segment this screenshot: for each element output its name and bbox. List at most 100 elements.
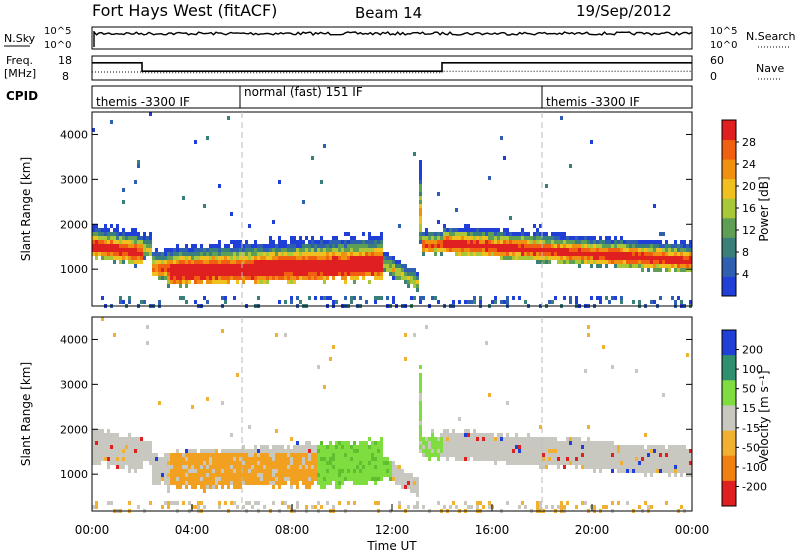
heatmap-cell — [239, 272, 242, 276]
heatmap-cell — [143, 445, 146, 449]
heatmap-cell — [581, 240, 584, 244]
heatmap-cell — [323, 248, 326, 252]
heatmap-cell — [416, 280, 419, 284]
heatmap-cell — [143, 453, 146, 457]
heatmap-cell — [638, 505, 641, 509]
heatmap-cell — [287, 260, 290, 264]
heatmap-cell — [350, 445, 353, 449]
heatmap-cell — [557, 256, 560, 260]
heatmap-cell — [302, 248, 305, 252]
heatmap-cell — [368, 252, 371, 256]
heatmap-cell — [335, 300, 338, 304]
heatmap-cell — [662, 260, 665, 264]
heatmap-cell — [245, 264, 248, 268]
heatmap-cell — [368, 469, 371, 473]
heatmap-cell — [509, 236, 512, 240]
heatmap-cell — [227, 481, 230, 485]
heatmap-cell — [254, 469, 257, 473]
heatmap-cell — [128, 469, 131, 473]
heatmap-cell — [233, 461, 236, 465]
heatmap-cell — [224, 465, 227, 469]
heatmap-cell — [380, 296, 383, 300]
heatmap-cell — [635, 469, 638, 473]
heatmap-cell — [467, 252, 470, 256]
heatmap-cell — [545, 449, 548, 453]
heatmap-cell — [107, 232, 110, 236]
heatmap-cell — [314, 260, 317, 264]
heatmap-cell — [245, 256, 248, 260]
heatmap-cell — [524, 300, 527, 304]
heatmap-cell — [212, 248, 215, 252]
heatmap-cell — [539, 224, 542, 228]
heatmap-cell — [287, 264, 290, 268]
heatmap-cell — [677, 449, 680, 453]
heatmap-cell — [92, 248, 95, 252]
heatmap-cell — [329, 477, 332, 481]
heatmap-cell — [98, 449, 101, 453]
heatmap-cell — [179, 481, 182, 485]
heatmap-cell — [92, 236, 95, 240]
heatmap-cell — [377, 248, 380, 252]
heatmap-cell — [347, 441, 350, 445]
heatmap-cell — [167, 485, 170, 489]
heatmap-cell — [440, 252, 443, 256]
heatmap-cell — [389, 477, 392, 481]
heatmap-cell — [485, 252, 488, 256]
heatmap-cell — [536, 248, 539, 252]
heatmap-cell — [452, 433, 455, 437]
heatmap-cell — [674, 461, 677, 465]
heatmap-cell — [368, 477, 371, 481]
heatmap-cell — [647, 268, 650, 272]
heatmap-cell — [116, 232, 119, 236]
heatmap-cell — [680, 256, 683, 260]
heatmap-cell — [122, 236, 125, 240]
heatmap-cell — [236, 449, 239, 453]
heatmap-cell — [341, 445, 344, 449]
heatmap-cell — [350, 276, 353, 280]
heatmap-cell — [95, 501, 98, 505]
heatmap-cell — [365, 256, 368, 260]
heatmap-cell — [377, 296, 380, 300]
heatmap-cell — [686, 353, 689, 357]
heatmap-cell — [509, 232, 512, 236]
heatmap-cell — [572, 260, 575, 264]
heatmap-cell — [179, 461, 182, 465]
heatmap-cell — [119, 457, 122, 461]
heatmap-cell — [608, 244, 611, 248]
heatmap-cell — [482, 228, 485, 232]
heatmap-cell — [413, 272, 416, 276]
heatmap-cell — [398, 465, 401, 469]
heatmap-cell — [230, 276, 233, 280]
heatmap-cell — [509, 248, 512, 252]
heatmap-cell — [431, 429, 434, 433]
heatmap-cell — [347, 240, 350, 244]
heatmap-cell — [200, 481, 203, 485]
heatmap-cell — [458, 252, 461, 256]
heatmap-cell — [137, 252, 140, 256]
heatmap-cell — [308, 240, 311, 244]
heatmap-cell — [602, 453, 605, 457]
heatmap-cell — [314, 296, 317, 300]
heatmap-cell — [512, 232, 515, 236]
heatmap-cell — [182, 501, 185, 505]
heatmap-cell — [557, 449, 560, 453]
heatmap-cell — [185, 264, 188, 268]
heatmap-cell — [368, 264, 371, 268]
heatmap-cell — [611, 441, 614, 445]
heatmap-cell — [566, 244, 569, 248]
heatmap-cell — [188, 272, 191, 276]
heatmap-cell — [398, 264, 401, 268]
heatmap-cell — [215, 469, 218, 473]
heatmap-cell — [287, 449, 290, 453]
heatmap-cell — [599, 240, 602, 244]
nsky-panel-frame — [91, 26, 693, 50]
heatmap-cell — [656, 260, 659, 264]
heatmap-cell — [497, 453, 500, 457]
heatmap-cell — [644, 256, 647, 260]
heatmap-cell — [200, 477, 203, 481]
heatmap-cell — [107, 457, 110, 461]
heatmap-cell — [107, 437, 110, 441]
heatmap-cell — [299, 461, 302, 465]
heatmap-cell — [254, 244, 257, 248]
heatmap-cell — [335, 244, 338, 248]
